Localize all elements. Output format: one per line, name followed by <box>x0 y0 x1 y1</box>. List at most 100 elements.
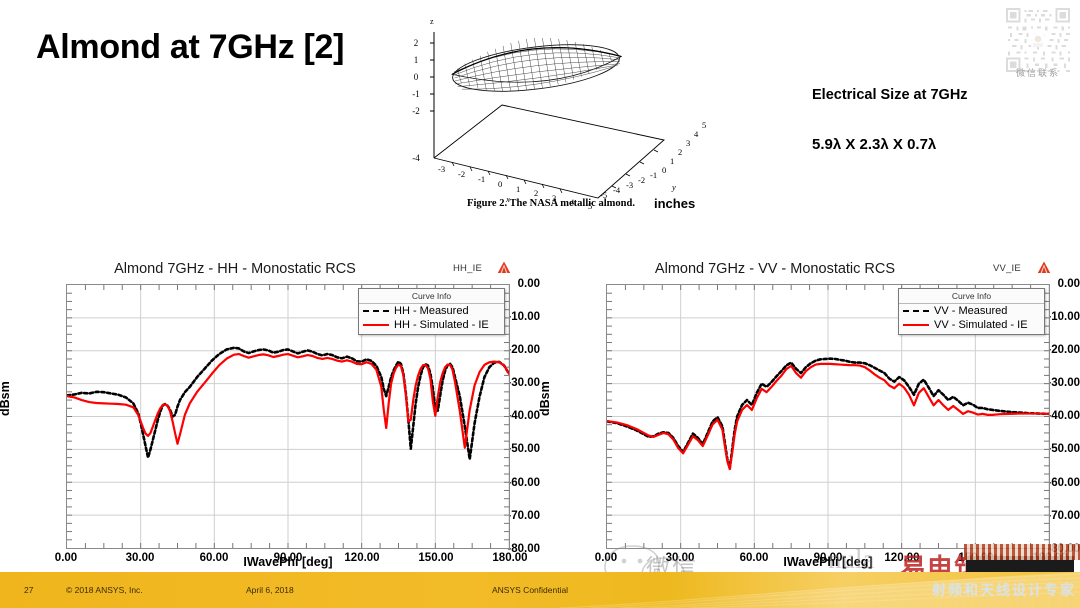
svg-text:y: y <box>671 182 676 192</box>
plot-area-vv[interactable]: Curve Info VV - Measured VV - Simulated … <box>606 284 1050 549</box>
x-tick: 0.00 <box>54 552 78 564</box>
legend-label: HH - Simulated - IE <box>394 319 489 331</box>
ansys-logo-icon <box>1037 261 1051 274</box>
chart-hh-monostatic-rcs: Almond 7GHz - HH - Monostatic RCS HH_IE … <box>0 258 540 573</box>
ansys-logo-icon <box>497 261 511 274</box>
x-axis-label-hh: IWavePhi [deg] <box>243 555 333 569</box>
svg-text:2: 2 <box>534 188 538 198</box>
svg-text:0: 0 <box>498 179 502 189</box>
y-tick: -20.00 <box>1047 344 1080 356</box>
svg-text:2: 2 <box>414 38 419 48</box>
svg-text:5: 5 <box>588 201 592 211</box>
footer-swoosh-decoration <box>540 572 1080 608</box>
chart-vv-monostatic-rcs: Almond 7GHz - VV - Monostatic RCS VV_IE … <box>538 258 1080 573</box>
legend-item[interactable]: VV - Simulated - IE <box>899 318 1044 332</box>
qr-code-caption: 微信联系 <box>1015 68 1060 78</box>
legend-hh[interactable]: Curve Info HH - Measured HH - Simulated … <box>358 288 505 335</box>
y-axis-label-hh: dBsm <box>0 381 12 416</box>
svg-text:-2: -2 <box>412 106 420 116</box>
svg-text:0: 0 <box>662 165 666 175</box>
footer-confidentiality: ANSYS Confidential <box>492 585 569 595</box>
legend-item[interactable]: HH - Measured <box>359 304 504 318</box>
x-tick: 120.00 <box>884 552 920 564</box>
legend-title: Curve Info <box>359 290 504 304</box>
legend-swatch-dashed-icon <box>903 306 929 316</box>
y-tick: -10.00 <box>1047 311 1080 323</box>
y-tick: -60.00 <box>507 477 540 489</box>
x-tick: 120.00 <box>344 552 380 564</box>
x-tick: 30.00 <box>125 552 155 564</box>
svg-text:-1: -1 <box>478 174 485 184</box>
x-tick: 90.00 <box>273 552 303 564</box>
electrical-size-value: 5.9λ X 2.3λ X 0.7λ <box>812 136 937 153</box>
svg-text:-5: -5 <box>600 190 607 200</box>
x-tick: 0.00 <box>594 552 618 564</box>
x-tick: 180.00 <box>1032 552 1068 564</box>
legend-label: HH - Measured <box>394 305 469 317</box>
x-tick: 150.00 <box>958 552 994 564</box>
footer-date: April 6, 2018 <box>246 585 294 595</box>
footer-page-number: 27 <box>24 585 34 595</box>
svg-text:-3: -3 <box>626 180 633 190</box>
chart-tag-vv: VV_IE <box>993 263 1021 274</box>
legend-swatch-solid-icon <box>903 320 929 330</box>
svg-text:z: z <box>430 17 434 26</box>
legend-vv[interactable]: Curve Info VV - Measured VV - Simulated … <box>898 288 1045 335</box>
y-axis-label-vv: dBsm <box>538 381 552 416</box>
plot-area-hh[interactable]: Curve Info HH - Measured HH - Simulated … <box>66 284 510 549</box>
svg-text:4: 4 <box>694 129 699 139</box>
chart-title-vv: Almond 7GHz - VV - Monostatic RCS <box>654 261 896 277</box>
x-axis-label-vv: IWavePhi [deg] <box>783 555 873 569</box>
svg-text:-3: -3 <box>438 164 445 174</box>
legend-swatch-solid-icon <box>363 320 389 330</box>
x-tick: 60.00 <box>739 552 769 564</box>
svg-text:0: 0 <box>414 72 419 82</box>
y-tick: -40.00 <box>1047 410 1080 422</box>
legend-item[interactable]: VV - Measured <box>899 304 1044 318</box>
figure-caption: Figure 2. The NASA metallic almond. <box>467 198 635 209</box>
y-tick: 0.00 <box>1057 278 1080 290</box>
svg-text:-4: -4 <box>613 185 621 195</box>
svg-text:1: 1 <box>414 55 419 65</box>
svg-text:-2: -2 <box>458 169 465 179</box>
legend-item[interactable]: HH - Simulated - IE <box>359 318 504 332</box>
footer-copyright: © 2018 ANSYS, Inc. <box>66 585 143 595</box>
svg-text:1: 1 <box>670 156 674 166</box>
svg-text:1: 1 <box>516 184 520 194</box>
svg-text:inches: inches <box>654 196 695 211</box>
chart-title-hh: Almond 7GHz - HH - Monostatic RCS <box>114 261 356 277</box>
legend-label: VV - Simulated - IE <box>934 319 1028 331</box>
y-tick: -70.00 <box>1047 510 1080 522</box>
y-tick: -30.00 <box>1047 377 1080 389</box>
slide-footer: 27 © 2018 ANSYS, Inc. April 6, 2018 ANSY… <box>0 572 1080 608</box>
x-tick: 150.00 <box>418 552 454 564</box>
y-tick: -70.00 <box>507 510 540 522</box>
y-tick: -30.00 <box>507 377 540 389</box>
y-tick: -40.00 <box>507 410 540 422</box>
chart-tag-hh: HH_IE <box>453 263 482 274</box>
page-title: Almond at 7GHz [2] <box>36 28 345 66</box>
x-tick: 30.00 <box>665 552 695 564</box>
svg-text:3: 3 <box>552 193 556 203</box>
x-tick: 180.00 <box>492 552 528 564</box>
svg-text:4: 4 <box>570 197 575 207</box>
y-tick: 0.00 <box>517 278 540 290</box>
y-tick: -10.00 <box>507 311 540 323</box>
svg-text:-1: -1 <box>412 89 420 99</box>
legend-title: Curve Info <box>899 290 1044 304</box>
almond-3d-figure: z 2 1 0 -1 -2 -4 <box>386 12 716 224</box>
svg-text:-4: -4 <box>412 153 420 163</box>
legend-label: VV - Measured <box>934 305 1008 317</box>
y-tick: -20.00 <box>507 344 540 356</box>
svg-text:5: 5 <box>702 120 706 130</box>
y-tick: -80.00 <box>507 543 540 555</box>
svg-text:-2: -2 <box>638 175 645 185</box>
svg-text:-1: -1 <box>650 170 657 180</box>
y-tick: -50.00 <box>507 443 540 455</box>
svg-text:x: x <box>505 194 510 204</box>
svg-text:2: 2 <box>678 147 682 157</box>
x-tick: 90.00 <box>813 552 843 564</box>
electrical-size-heading: Electrical Size at 7GHz <box>812 87 968 103</box>
y-tick: -60.00 <box>1047 477 1080 489</box>
